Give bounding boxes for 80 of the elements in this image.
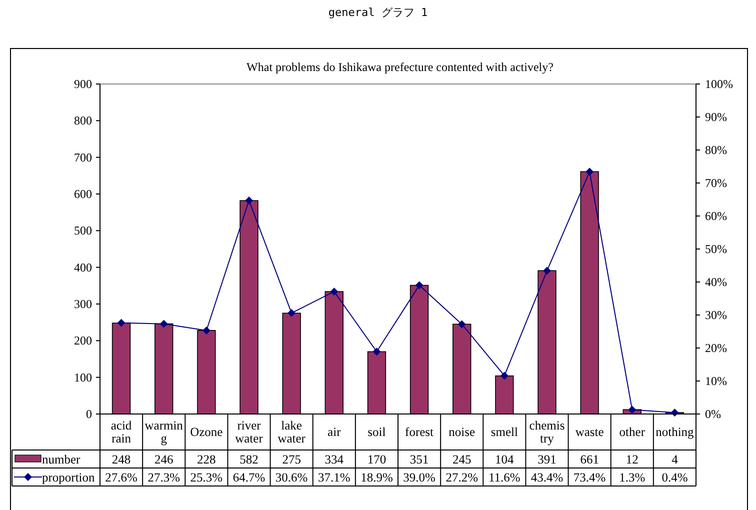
point [458,320,466,328]
y-tick-label: 300 [74,297,92,311]
x-tick-label: other [619,425,646,439]
x-tick-label: forest [405,425,434,439]
x-tick-label: warming [144,418,184,446]
point [628,406,636,414]
x-tick-label: river water [235,418,264,446]
legend-label: number [42,452,82,466]
x-tick-label: soil [368,425,386,439]
point [160,320,168,328]
y-tick-label: 800 [74,114,92,128]
point [543,266,551,275]
y2-tick-label: 100% [705,77,733,91]
data-label: 170 [367,452,386,466]
y2-tick-label: 30% [705,308,727,322]
point [330,288,338,296]
data-label: 245 [452,452,472,466]
x-tick-label: acid rain [110,418,132,446]
data-label: 248 [112,452,131,466]
point [500,372,508,380]
x-tick-label: air [328,425,342,439]
point [202,326,210,335]
x-tick-label: chemistry [529,418,565,446]
data-label: 334 [324,452,344,466]
data-label: 37.1% [318,470,350,484]
y2-tick-label: 50% [705,242,727,256]
chart-title: What problems do Ishikawa prefecture contented with actively? [246,60,554,74]
x-tick-label: lake water [278,418,306,446]
y-tick-label: 400 [74,260,92,274]
data-label: 4 [672,452,679,466]
legend-label: proportion [42,470,96,484]
data-label: 0.4% [662,470,688,484]
y2-tick-label: 0% [705,407,721,421]
data-label: 661 [580,452,599,466]
data-label: 104 [495,452,515,466]
data-label: 27.2% [446,470,478,484]
point [586,168,594,176]
data-label: 64.7% [232,470,266,484]
data-label: 1.3% [619,470,646,484]
data-label: 12 [626,452,638,466]
y-tick-label: 100 [74,370,92,384]
y-tick-label: 200 [74,334,92,348]
y2-tick-label: 70% [705,176,727,190]
y2-tick-label: 60% [705,209,727,223]
chart-subtitle: general グラフ 1 [328,6,428,19]
data-label: 73.4% [573,470,606,484]
data-label: 30.6% [275,470,308,484]
data-label: 275 [282,452,301,466]
x-tick-label: Ozone [190,425,224,439]
y-tick-label: 500 [74,224,92,238]
y2-tick-label: 40% [705,275,727,289]
data-label: 43.4% [530,470,564,484]
data-label: 27.3% [148,470,180,484]
data-label: 39.0% [403,470,436,484]
data-label: 246 [154,452,174,466]
point [415,281,424,290]
data-label: 351 [410,452,429,466]
data-label: 27.6% [105,470,138,484]
data-label: 18.9% [360,470,393,484]
x-tick-label: noise [448,425,476,439]
y2-tick-label: 20% [705,341,727,355]
x-tick-label: nothing [656,425,695,439]
x-tick-label: waste [575,425,604,439]
y2-tick-label: 90% [705,110,727,124]
point [117,318,126,327]
data-label: 11.6% [488,470,520,484]
point [288,309,296,318]
y-tick-label: 900 [74,77,92,91]
y-tick-label: 600 [74,187,92,201]
x-tick-label: smell [490,425,518,439]
y2-tick-label: 80% [705,143,727,157]
y-tick-label: 700 [74,150,92,164]
data-label: 391 [538,452,556,466]
data-label: 25.3% [190,470,223,484]
data-label: 228 [197,452,216,466]
y-tick-label: 0 [86,407,92,421]
y2-tick-label: 10% [705,374,727,388]
point [372,348,381,356]
data-label: 582 [240,452,258,466]
point [245,196,253,204]
